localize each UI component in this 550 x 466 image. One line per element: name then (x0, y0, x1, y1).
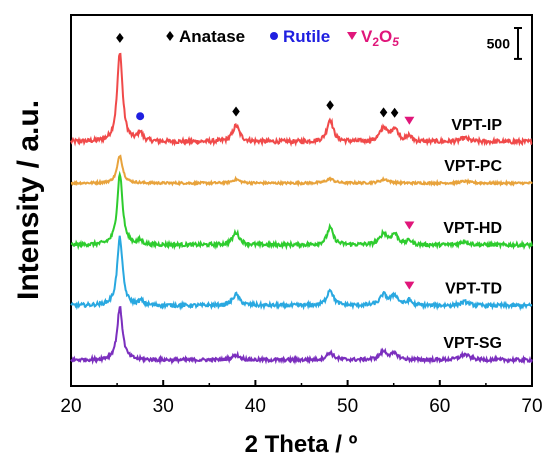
series-line-vpt-td (70, 235, 533, 312)
series-line-vpt-pc (70, 154, 533, 188)
series-label-vpt-td: VPT-TD (445, 281, 502, 298)
x-tick-label: 50 (337, 396, 358, 417)
x-tick-label: 60 (429, 396, 450, 417)
series-line-vpt-sg (70, 306, 533, 366)
legend-label: Anatase (179, 27, 245, 46)
x-tick-label: 20 (60, 396, 81, 417)
legend-symbol-diamond (166, 31, 174, 41)
y-axis-title: Intensity / a.u. (12, 100, 45, 300)
scale-bar-label: 500 (487, 35, 511, 51)
marker-circle (136, 112, 145, 121)
legend-label: Rutile (283, 27, 330, 46)
marker-triangle-down (404, 281, 415, 290)
marker-diamond (116, 32, 124, 43)
marker-diamond (232, 106, 240, 117)
marker-diamond (379, 107, 388, 118)
marker-diamond (326, 100, 334, 111)
phase-markers (116, 32, 415, 290)
scale-bar: 500 (487, 27, 522, 60)
plot-frame (70, 14, 533, 387)
series-label-vpt-hd: VPT-HD (443, 220, 502, 237)
series-curves (70, 52, 533, 366)
series-labels: VPT-IP VPT-PC VPT-HD VPT-TD VPT-SG (443, 117, 502, 352)
legend-symbol-triangle-down (347, 32, 357, 40)
legend: Anatase Rutile V2O5 (166, 27, 399, 49)
series-label-vpt-ip: VPT-IP (451, 117, 502, 134)
series-label-vpt-pc: VPT-PC (444, 158, 502, 175)
x-tick-label: 70 (521, 396, 542, 417)
marker-triangle-down (404, 221, 415, 230)
series-line-vpt-ip (70, 52, 533, 147)
x-axis: 20 30 40 50 60 70 (60, 380, 543, 417)
marker-diamond (390, 107, 399, 118)
x-tick-label: 30 (153, 396, 174, 417)
x-tick-label: 40 (245, 396, 266, 417)
marker-triangle-down (404, 116, 415, 125)
series-line-vpt-hd (70, 170, 533, 251)
series-label-vpt-sg: VPT-SG (443, 335, 502, 352)
x-axis-title: 2 Theta / º (245, 431, 358, 458)
legend-label: V2O5 (361, 27, 399, 49)
legend-symbol-circle (270, 32, 278, 40)
